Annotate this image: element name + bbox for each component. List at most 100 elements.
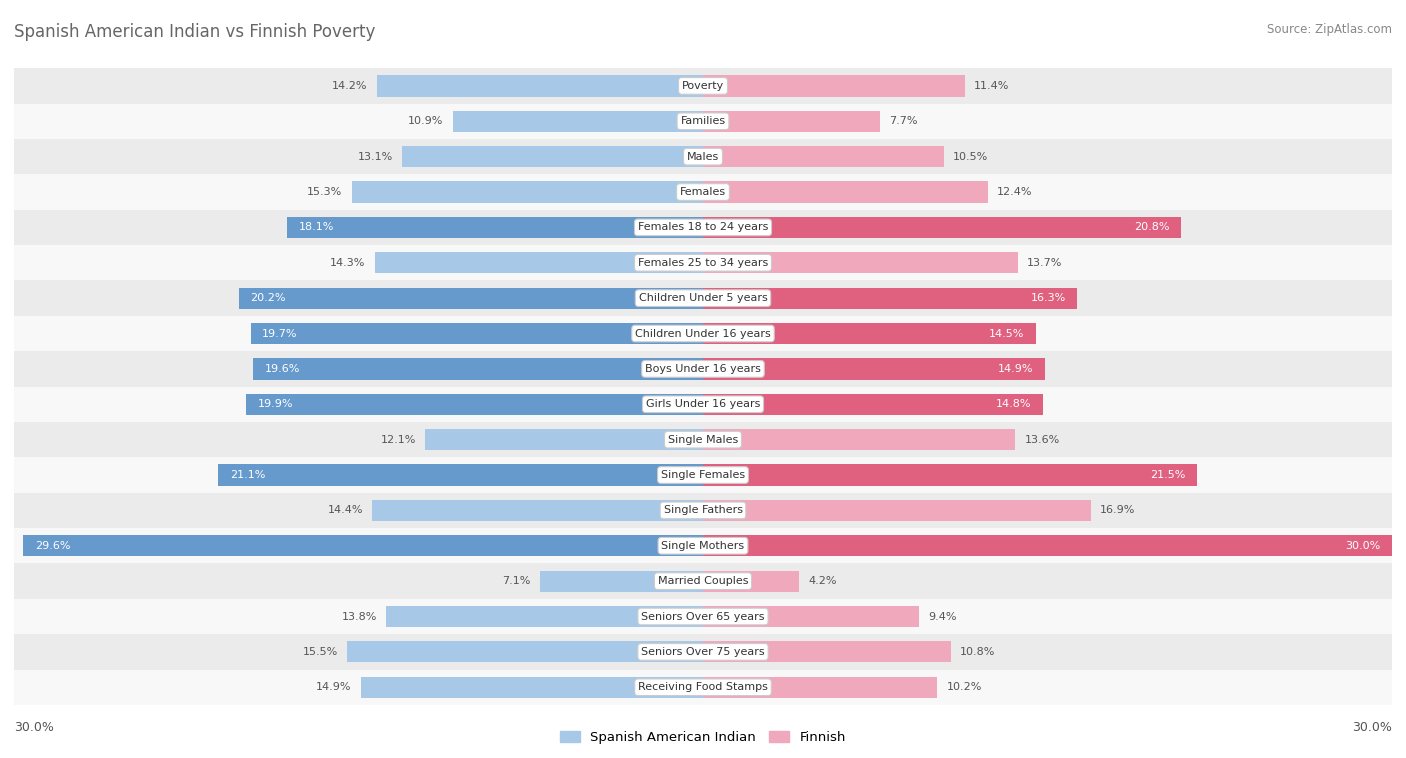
Text: Children Under 16 years: Children Under 16 years (636, 328, 770, 339)
Bar (425, 429, 703, 450)
Text: 19.6%: 19.6% (264, 364, 299, 374)
Text: 20.8%: 20.8% (1133, 222, 1170, 233)
Bar (703, 393, 1043, 415)
Bar (703, 287, 1077, 309)
Text: Females 18 to 24 years: Females 18 to 24 years (638, 222, 768, 233)
Bar (14, 422, 1392, 457)
Text: Single Fathers: Single Fathers (664, 506, 742, 515)
Text: 14.5%: 14.5% (990, 328, 1025, 339)
Text: 13.6%: 13.6% (1025, 434, 1060, 445)
Bar (703, 181, 988, 202)
Bar (377, 75, 703, 96)
Text: 10.2%: 10.2% (946, 682, 981, 692)
Text: Children Under 5 years: Children Under 5 years (638, 293, 768, 303)
Bar (703, 606, 920, 627)
Legend: Spanish American Indian, Finnish: Spanish American Indian, Finnish (560, 731, 846, 744)
Bar (347, 641, 703, 662)
Text: Males: Males (688, 152, 718, 161)
Bar (14, 351, 1392, 387)
Text: 15.5%: 15.5% (302, 647, 337, 657)
Bar (14, 599, 1392, 634)
Bar (14, 174, 1392, 210)
Bar (14, 316, 1392, 351)
Text: Poverty: Poverty (682, 81, 724, 91)
Bar (373, 500, 703, 521)
Bar (14, 634, 1392, 669)
Bar (361, 677, 703, 698)
Text: 21.5%: 21.5% (1150, 470, 1185, 480)
Text: 14.9%: 14.9% (316, 682, 352, 692)
Text: Seniors Over 75 years: Seniors Over 75 years (641, 647, 765, 657)
Bar (24, 535, 703, 556)
Text: Seniors Over 65 years: Seniors Over 65 years (641, 612, 765, 622)
Bar (703, 323, 1036, 344)
Text: 13.7%: 13.7% (1026, 258, 1062, 268)
Bar (703, 677, 938, 698)
Text: Receiving Food Stamps: Receiving Food Stamps (638, 682, 768, 692)
Bar (14, 493, 1392, 528)
Bar (14, 669, 1392, 705)
Text: 30.0%: 30.0% (1353, 721, 1392, 735)
Text: 14.8%: 14.8% (995, 399, 1032, 409)
Bar (703, 571, 800, 592)
Bar (703, 217, 1181, 238)
Bar (14, 280, 1392, 316)
Bar (14, 210, 1392, 245)
Text: Families: Families (681, 116, 725, 127)
Text: Boys Under 16 years: Boys Under 16 years (645, 364, 761, 374)
Bar (703, 75, 965, 96)
Text: Single Mothers: Single Mothers (661, 540, 745, 551)
Bar (703, 359, 1045, 380)
Text: 7.7%: 7.7% (889, 116, 918, 127)
Text: Single Females: Single Females (661, 470, 745, 480)
Bar (703, 146, 945, 168)
Bar (14, 68, 1392, 104)
Bar (387, 606, 703, 627)
Bar (703, 500, 1091, 521)
Bar (239, 287, 703, 309)
Text: 14.3%: 14.3% (330, 258, 366, 268)
Text: 20.2%: 20.2% (250, 293, 285, 303)
Bar (14, 245, 1392, 280)
Bar (453, 111, 703, 132)
Bar (703, 429, 1015, 450)
Text: 12.1%: 12.1% (381, 434, 416, 445)
Text: 12.4%: 12.4% (997, 187, 1032, 197)
Bar (218, 465, 703, 486)
Bar (14, 563, 1392, 599)
Text: 19.7%: 19.7% (262, 328, 298, 339)
Bar (703, 641, 950, 662)
Bar (540, 571, 703, 592)
Text: 16.3%: 16.3% (1031, 293, 1066, 303)
Text: Source: ZipAtlas.com: Source: ZipAtlas.com (1267, 23, 1392, 36)
Bar (703, 111, 880, 132)
Bar (703, 465, 1197, 486)
Bar (14, 528, 1392, 563)
Text: 13.8%: 13.8% (342, 612, 377, 622)
Text: 4.2%: 4.2% (808, 576, 837, 586)
Bar (246, 393, 703, 415)
Text: Single Males: Single Males (668, 434, 738, 445)
Bar (703, 535, 1392, 556)
Text: 10.9%: 10.9% (408, 116, 443, 127)
Bar (14, 387, 1392, 422)
Text: Married Couples: Married Couples (658, 576, 748, 586)
Bar (253, 359, 703, 380)
Bar (352, 181, 703, 202)
Text: Females 25 to 34 years: Females 25 to 34 years (638, 258, 768, 268)
Text: Spanish American Indian vs Finnish Poverty: Spanish American Indian vs Finnish Pover… (14, 23, 375, 41)
Text: 30.0%: 30.0% (1346, 540, 1381, 551)
Text: 14.4%: 14.4% (328, 506, 363, 515)
Text: Females: Females (681, 187, 725, 197)
Text: 14.2%: 14.2% (332, 81, 368, 91)
Text: 16.9%: 16.9% (1101, 506, 1136, 515)
Bar (14, 104, 1392, 139)
Text: 9.4%: 9.4% (928, 612, 956, 622)
Text: 30.0%: 30.0% (14, 721, 53, 735)
Text: 15.3%: 15.3% (307, 187, 343, 197)
Text: 13.1%: 13.1% (357, 152, 392, 161)
Bar (703, 252, 1018, 274)
Bar (402, 146, 703, 168)
Bar (14, 139, 1392, 174)
Bar (374, 252, 703, 274)
